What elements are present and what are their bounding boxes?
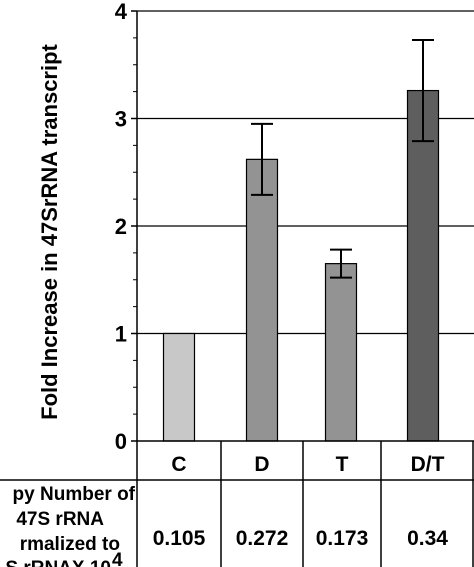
table-row-label-line: rmalized to xyxy=(20,534,120,555)
table-row-label-line: 47S rRNA xyxy=(16,509,104,530)
bar-dt xyxy=(406,89,440,442)
y-axis-label: Fold Increase in 47SrRNA transcript xyxy=(37,43,62,419)
y-tick-label: 1 xyxy=(115,322,127,347)
y-tick-label: 3 xyxy=(115,107,127,132)
category-label: T xyxy=(336,453,349,476)
category-label: C xyxy=(171,453,186,476)
table-row-label: py Number of 47S rRNA rmalized to S rRNAX 1… xyxy=(5,484,135,567)
category-label: D/T xyxy=(411,453,445,476)
table-value: 0.34 xyxy=(407,527,448,550)
y-tick-label: 0 xyxy=(115,429,127,454)
y-tick-label: 2 xyxy=(115,214,127,239)
table-value: 0.272 xyxy=(236,527,289,550)
data-table: C D T D/T 0.105 0.272 0.173 0.34 xyxy=(0,440,474,567)
table-row-label-line: S rRNAX 10 xyxy=(5,558,111,567)
table-row-label-line: py Number of xyxy=(13,484,136,505)
category-label: D xyxy=(254,453,269,476)
y-axis: 0 1 2 3 4 xyxy=(115,0,138,454)
bars xyxy=(162,39,440,442)
table-row-label-superscript: 4 xyxy=(112,550,123,567)
bar-t xyxy=(324,263,358,442)
bar-c xyxy=(162,332,196,442)
y-tick-label: 4 xyxy=(115,0,128,24)
table-value: 0.105 xyxy=(153,527,206,550)
bar-d xyxy=(245,158,279,442)
table-value: 0.173 xyxy=(316,527,369,550)
